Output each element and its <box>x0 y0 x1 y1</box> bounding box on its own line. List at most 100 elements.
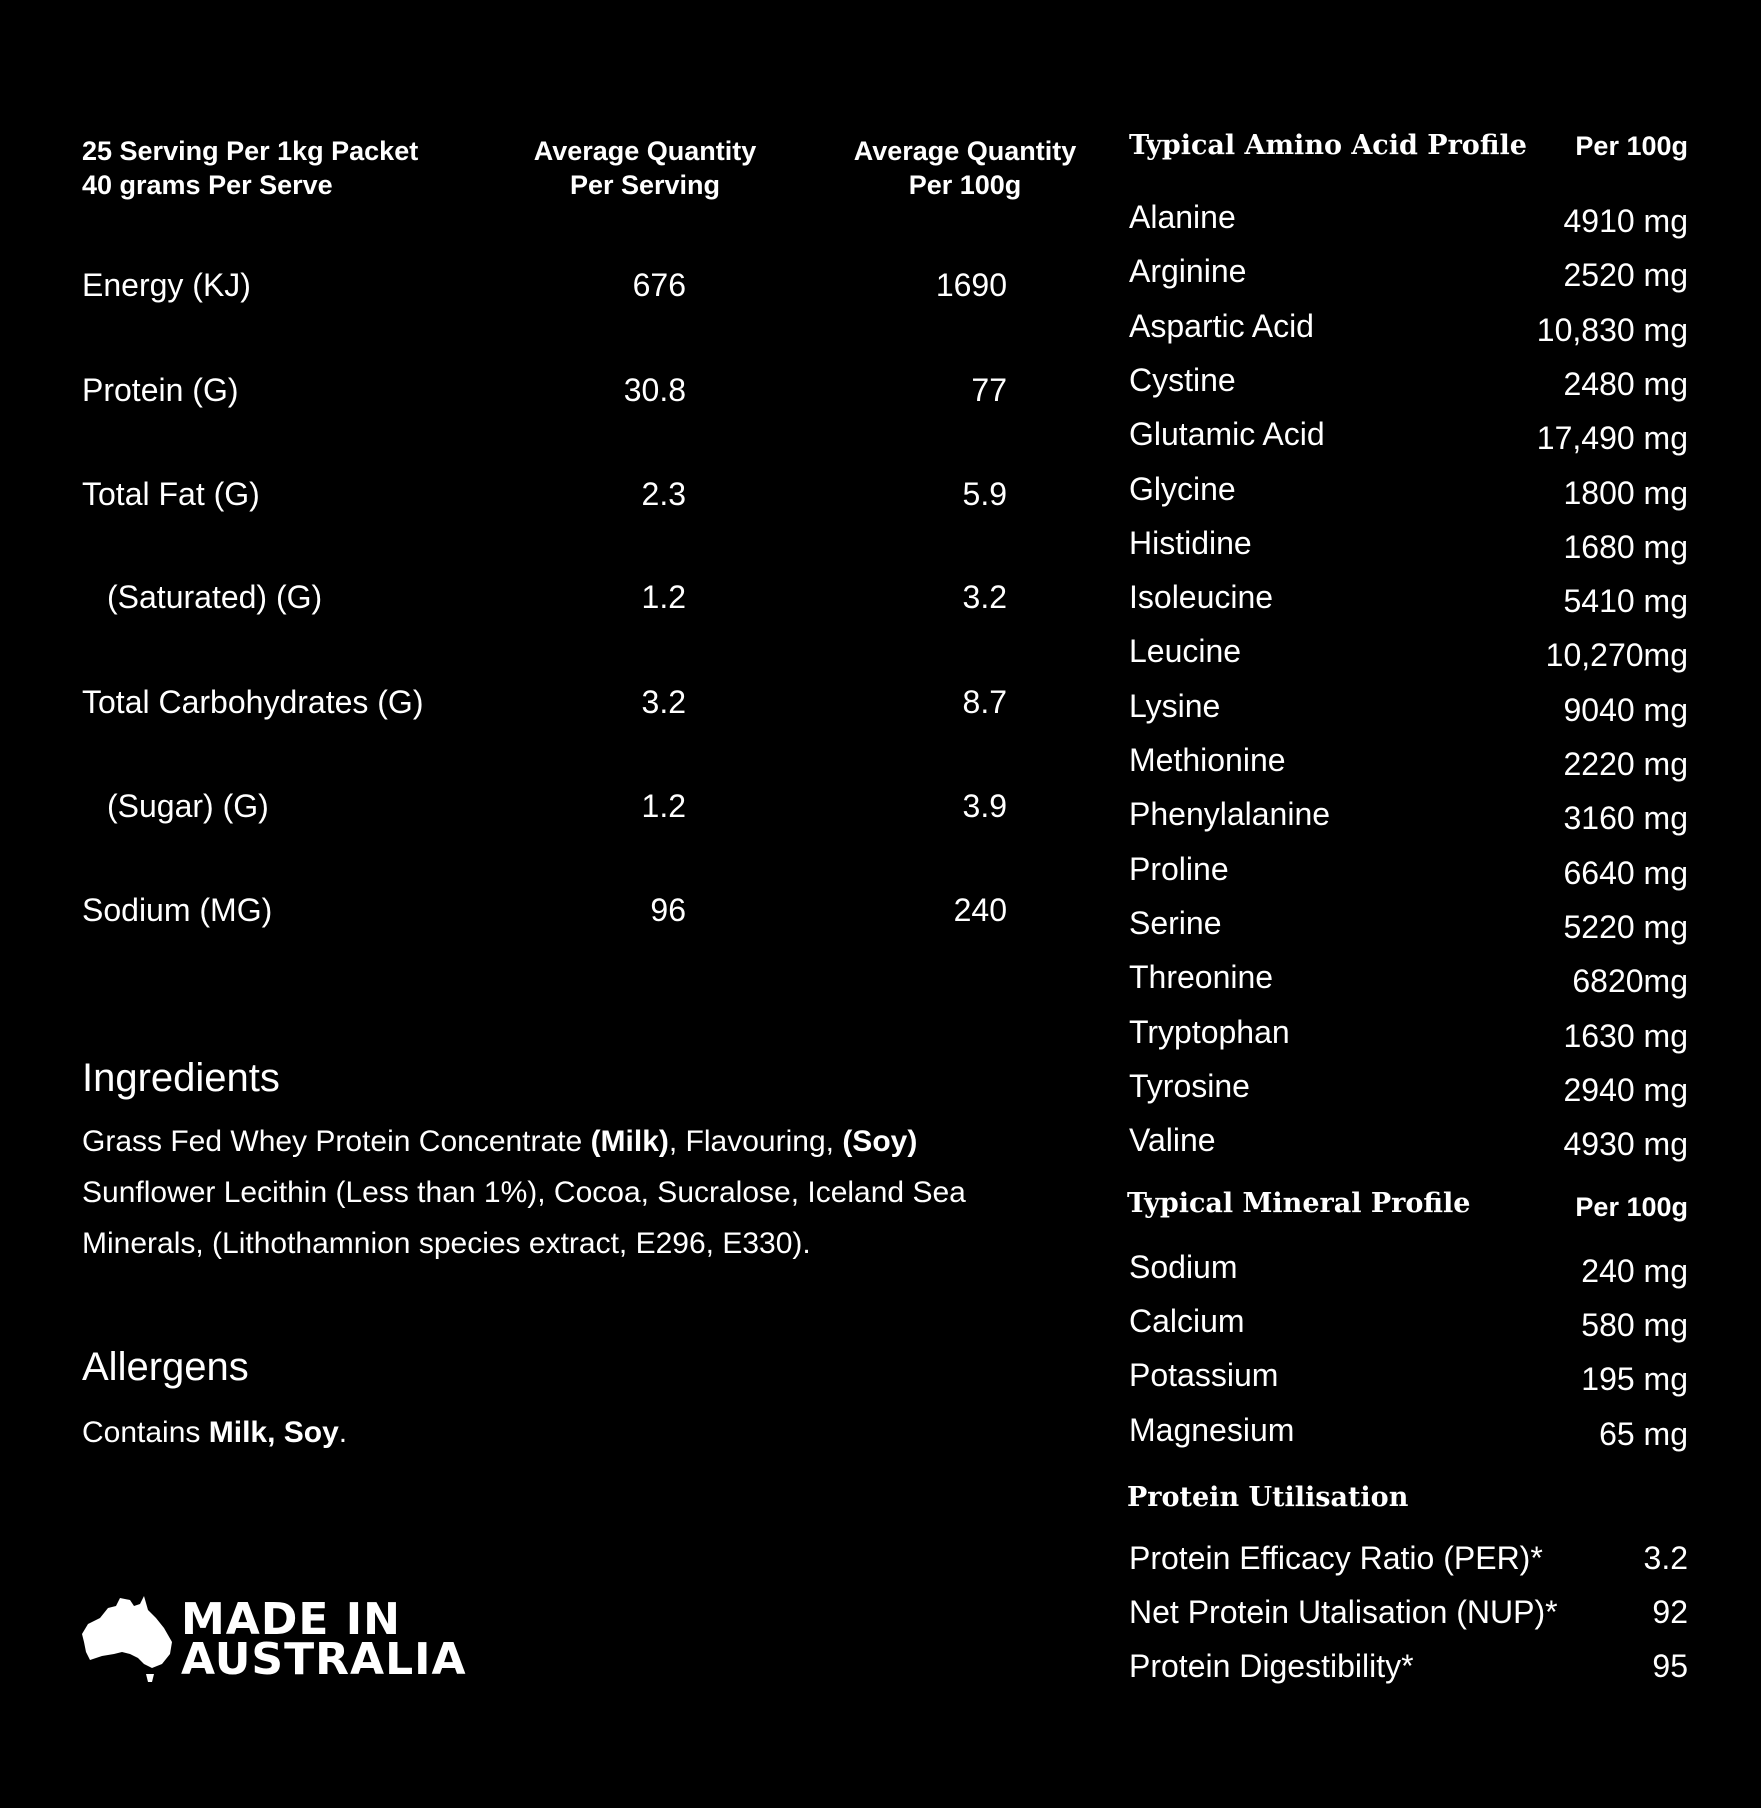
text-segment: , Flavouring, <box>668 1125 843 1158</box>
amino-title: Typical Amino Acid Profile <box>1129 130 1527 161</box>
nutrient-label: Total Carbohydrates (G) <box>82 684 424 720</box>
nutrient-label: (Sugar) (G) <box>107 788 269 824</box>
per-100g-value: 77 <box>971 372 1007 408</box>
per-serving-value: 3.2 <box>641 684 686 720</box>
per-100g-value: 8.7 <box>962 684 1007 720</box>
servings-per-pack: 25 Serving Per 1kg Packet <box>82 136 419 166</box>
list-item-name: Lysine <box>1129 688 1221 724</box>
header-line: Average Quantity <box>533 136 757 166</box>
list-item-value: 2480 mg <box>1563 366 1688 402</box>
list-item-name: Cystine <box>1129 362 1236 398</box>
mineral-unit-header: Per 100g <box>1575 1192 1688 1222</box>
per-100g-value: 240 <box>953 892 1007 928</box>
nutrient-label: Energy (KJ) <box>82 267 251 303</box>
list-item-value: 17,490 mg <box>1536 420 1688 456</box>
nutrient-label: Sodium (MG) <box>82 892 273 928</box>
list-item-name: Glutamic Acid <box>1129 416 1325 452</box>
list-item-name: Magnesium <box>1129 1412 1295 1448</box>
list-item-name: Calcium <box>1129 1303 1245 1339</box>
nutrient-label: Total Fat (G) <box>82 476 260 512</box>
allergens-text: Contains Milk, Soy. <box>82 1407 1042 1458</box>
list-item-value: 1630 mg <box>1563 1018 1688 1054</box>
list-item-value: 4930 mg <box>1563 1126 1688 1162</box>
nutrient-label: Protein (G) <box>82 372 239 408</box>
list-item-value: 1800 mg <box>1563 475 1688 511</box>
list-item-value: 5220 mg <box>1563 909 1688 945</box>
bold-text: (Soy) <box>842 1125 918 1158</box>
per-serving-value: 30.8 <box>623 372 686 408</box>
list-item-value: 240 mg <box>1581 1253 1688 1289</box>
amino-unit-header: Per 100g <box>1575 131 1688 161</box>
per-100g-header: Average Quantity Per 100g <box>820 134 1110 202</box>
list-item-name: Serine <box>1129 905 1222 941</box>
list-item-name: Protein Digestibility* <box>1129 1648 1414 1684</box>
per-serving-header: Average Quantity Per Serving <box>500 134 790 202</box>
list-item-name: Methionine <box>1129 742 1286 778</box>
list-item-name: Potassium <box>1129 1357 1279 1393</box>
bold-text: Milk, Soy <box>208 1416 339 1449</box>
per-serving-value: 1.2 <box>641 579 686 615</box>
list-item-value: 65 mg <box>1599 1416 1688 1452</box>
header-line: Per 100g <box>908 170 1022 200</box>
list-item-name: Aspartic Acid <box>1129 308 1314 344</box>
mineral-title: Typical Mineral Profile <box>1127 1188 1471 1219</box>
protein-utilisation-title: Protein Utilisation <box>1127 1482 1409 1513</box>
per-serving-value: 2.3 <box>641 476 686 512</box>
serving-size: 40 grams Per Serve <box>82 170 333 200</box>
list-item-value: 6820mg <box>1572 963 1688 999</box>
list-item-name: Glycine <box>1129 471 1236 507</box>
per-100g-value: 5.9 <box>962 476 1007 512</box>
ingredients-title: Ingredients <box>82 1056 280 1100</box>
header-line: Average Quantity <box>853 136 1077 166</box>
bold-text: (Milk) <box>590 1125 669 1158</box>
list-item-value: 2520 mg <box>1563 257 1688 293</box>
list-item-name: Tyrosine <box>1129 1068 1250 1104</box>
list-item-value: 6640 mg <box>1563 855 1688 891</box>
list-item-value: 10,270mg <box>1545 637 1688 673</box>
list-item-value: 2940 mg <box>1563 1072 1688 1108</box>
allergens-title: Allergens <box>82 1345 249 1389</box>
list-item-value: 10,830 mg <box>1536 312 1688 348</box>
list-item-value: 95 <box>1652 1648 1688 1684</box>
list-item-name: Isoleucine <box>1129 579 1274 615</box>
list-item-name: Phenylalanine <box>1129 796 1331 832</box>
per-100g-value: 3.9 <box>962 788 1007 824</box>
list-item-name: Threonine <box>1129 959 1274 995</box>
list-item-name: Tryptophan <box>1129 1014 1290 1050</box>
logo-line-2: AUSTRALIA <box>181 1634 467 1685</box>
nutrient-label: (Saturated) (G) <box>107 579 323 615</box>
per-serving-value: 1.2 <box>641 788 686 824</box>
ingredients-text: Grass Fed Whey Protein Concentrate (Milk… <box>82 1116 1042 1269</box>
list-item-name: Protein Efficacy Ratio (PER)* <box>1129 1540 1543 1576</box>
list-item-value: 5410 mg <box>1563 583 1688 619</box>
header-line: Per Serving <box>569 170 721 200</box>
text-segment: Contains <box>82 1416 209 1449</box>
list-item-value: 195 mg <box>1581 1361 1688 1397</box>
per-100g-value: 1690 <box>935 267 1007 303</box>
list-item-name: Arginine <box>1129 253 1247 289</box>
list-item-name: Valine <box>1129 1122 1216 1158</box>
list-item-value: 2220 mg <box>1563 746 1688 782</box>
list-item-name: Leucine <box>1129 633 1242 669</box>
list-item-value: 3.2 <box>1643 1540 1688 1576</box>
text-segment: . <box>338 1416 348 1449</box>
list-item-value: 3160 mg <box>1563 800 1688 836</box>
logo-line-1: MADE IN <box>181 1594 401 1645</box>
list-item-name: Net Protein Utalisation (NUP)* <box>1129 1594 1558 1630</box>
per-serving-value: 676 <box>632 267 686 303</box>
list-item-name: Histidine <box>1129 525 1252 561</box>
per-serving-value: 96 <box>650 892 686 928</box>
list-item-value: 580 mg <box>1581 1307 1688 1343</box>
list-item-name: Sodium <box>1129 1249 1238 1285</box>
list-item-name: Alanine <box>1129 199 1236 235</box>
list-item-value: 92 <box>1652 1594 1688 1630</box>
list-item-name: Proline <box>1129 851 1229 887</box>
list-item-value: 1680 mg <box>1563 529 1688 565</box>
australia-map-icon <box>82 1596 172 1682</box>
per-100g-value: 3.2 <box>962 579 1007 615</box>
serving-info: 25 Serving Per 1kg Packet 40 grams Per S… <box>82 134 418 202</box>
text-segment: Sunflower Lecithin (Less than 1%), Cocoa… <box>82 1176 966 1260</box>
list-item-value: 4910 mg <box>1563 203 1688 239</box>
text-segment: Grass Fed Whey Protein Concentrate <box>82 1125 591 1158</box>
list-item-value: 9040 mg <box>1563 692 1688 728</box>
